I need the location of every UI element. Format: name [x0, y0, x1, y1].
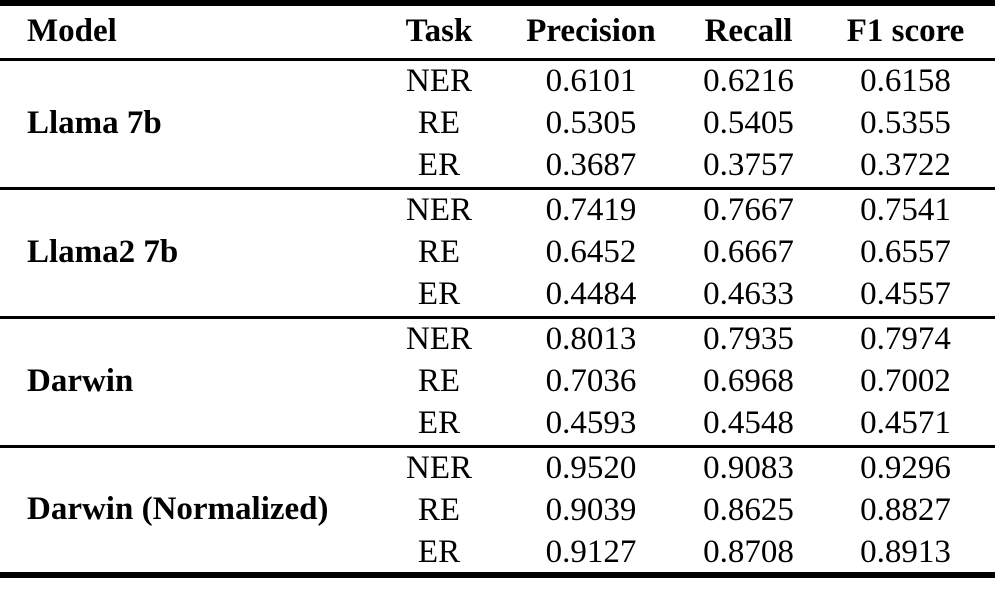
- recall-cell: 0.8708: [703, 533, 794, 570]
- task-cell: ER: [417, 533, 461, 570]
- table-row: ER 0.3687 0.3757 0.3722: [0, 145, 995, 188]
- recall-cell: 0.5405: [703, 105, 794, 141]
- model-name-cell: Llama2 7b: [27, 234, 179, 270]
- model-group-darwin: Darwin NER 0.8013 0.7935 0.7974 RE 0.703…: [0, 317, 995, 446]
- table-row: RE 0.6452 0.6667 0.6557: [0, 231, 995, 274]
- f1-cell: 0.6557: [860, 234, 951, 270]
- table-header: Model Task Precision Recall F1 score: [0, 3, 995, 59]
- table-row: RE 0.5305 0.5405 0.5355: [0, 102, 995, 145]
- task-cell: NER: [406, 62, 472, 99]
- f1-cell: 0.9296: [860, 449, 951, 486]
- task-cell: RE: [417, 234, 461, 270]
- precision-cell: 0.7036: [545, 363, 637, 399]
- precision-cell: 0.6452: [545, 234, 637, 270]
- model-group-darwin-normalized: Darwin (Normalized) NER 0.9520 0.9083 0.…: [0, 446, 995, 575]
- task-cell: NER: [406, 320, 472, 357]
- model-name-cell: Llama 7b: [27, 105, 162, 141]
- column-header-task: Task: [405, 13, 473, 50]
- task-cell: ER: [417, 276, 461, 313]
- task-cell: ER: [417, 147, 461, 184]
- table-row: ER 0.4484 0.4633 0.4557: [0, 274, 995, 317]
- table-row: Darwin NER 0.8013 0.7935 0.7974: [0, 317, 995, 397]
- task-cell: RE: [417, 363, 461, 399]
- table-row: RE 0.7036 0.6968 0.7002: [0, 360, 995, 403]
- precision-cell: 0.8013: [545, 320, 637, 357]
- recall-cell: 0.9083: [703, 449, 794, 486]
- precision-cell: 0.6101: [545, 62, 637, 99]
- recall-cell: 0.6216: [703, 62, 794, 99]
- task-cell: NER: [406, 191, 472, 228]
- recall-cell: 0.4548: [703, 405, 794, 442]
- task-cell: RE: [417, 105, 461, 141]
- table-row: Llama2 7b NER 0.7419 0.7667 0.7541: [0, 188, 995, 268]
- precision-cell: 0.9520: [545, 449, 637, 486]
- header-row: Model Task Precision Recall F1 score: [0, 3, 995, 59]
- f1-cell: 0.8827: [860, 492, 951, 528]
- recall-cell: 0.3757: [703, 147, 794, 184]
- precision-cell: 0.7419: [545, 191, 637, 228]
- model-group-llama2-7b: Llama2 7b NER 0.7419 0.7667 0.7541 RE 0.…: [0, 188, 995, 317]
- recall-cell: 0.6667: [703, 234, 794, 270]
- results-table: Model Task Precision Recall F1 score Lla…: [0, 0, 995, 578]
- column-header-f1-score: F1 score: [846, 13, 965, 50]
- precision-cell: 0.5305: [545, 105, 637, 141]
- recall-cell: 0.6968: [703, 363, 794, 399]
- recall-cell: 0.7935: [703, 320, 794, 357]
- f1-cell: 0.4571: [860, 405, 951, 442]
- table-row: RE 0.9039 0.8625 0.8827: [0, 489, 995, 532]
- task-cell: RE: [417, 492, 461, 528]
- column-header-precision: Precision: [526, 13, 656, 50]
- model-group-llama-7b: Llama 7b NER 0.6101 0.6216 0.6158 RE 0.5…: [0, 59, 995, 188]
- task-cell: ER: [417, 405, 461, 442]
- precision-cell: 0.4484: [545, 276, 637, 313]
- model-name-cell: Darwin: [27, 363, 134, 399]
- f1-cell: 0.7002: [860, 363, 951, 399]
- task-cell: NER: [406, 449, 472, 486]
- f1-cell: 0.6158: [860, 62, 951, 99]
- f1-cell: 0.5355: [860, 105, 951, 141]
- precision-cell: 0.9127: [545, 533, 637, 570]
- f1-cell: 0.7974: [860, 320, 951, 357]
- precision-cell: 0.3687: [545, 147, 637, 184]
- recall-cell: 0.7667: [703, 191, 794, 228]
- model-name-cell: Darwin (Normalized): [27, 491, 329, 528]
- column-header-recall: Recall: [704, 13, 793, 50]
- table-row: ER 0.4593 0.4548 0.4571: [0, 403, 995, 446]
- precision-cell: 0.4593: [545, 405, 637, 442]
- f1-cell: 0.3722: [860, 147, 951, 184]
- table-row: Llama 7b NER 0.6101 0.6216 0.6158: [0, 59, 995, 139]
- recall-cell: 0.8625: [703, 492, 794, 528]
- f1-cell: 0.8913: [860, 533, 951, 570]
- table-row: Darwin (Normalized) NER 0.9520 0.9083 0.…: [0, 446, 995, 526]
- f1-cell: 0.7541: [860, 191, 951, 228]
- recall-cell: 0.4633: [703, 276, 794, 313]
- table-row: ER 0.9127 0.8708 0.8913: [0, 532, 995, 575]
- column-header-model: Model: [27, 13, 117, 50]
- precision-cell: 0.9039: [545, 492, 637, 528]
- f1-cell: 0.4557: [860, 276, 951, 313]
